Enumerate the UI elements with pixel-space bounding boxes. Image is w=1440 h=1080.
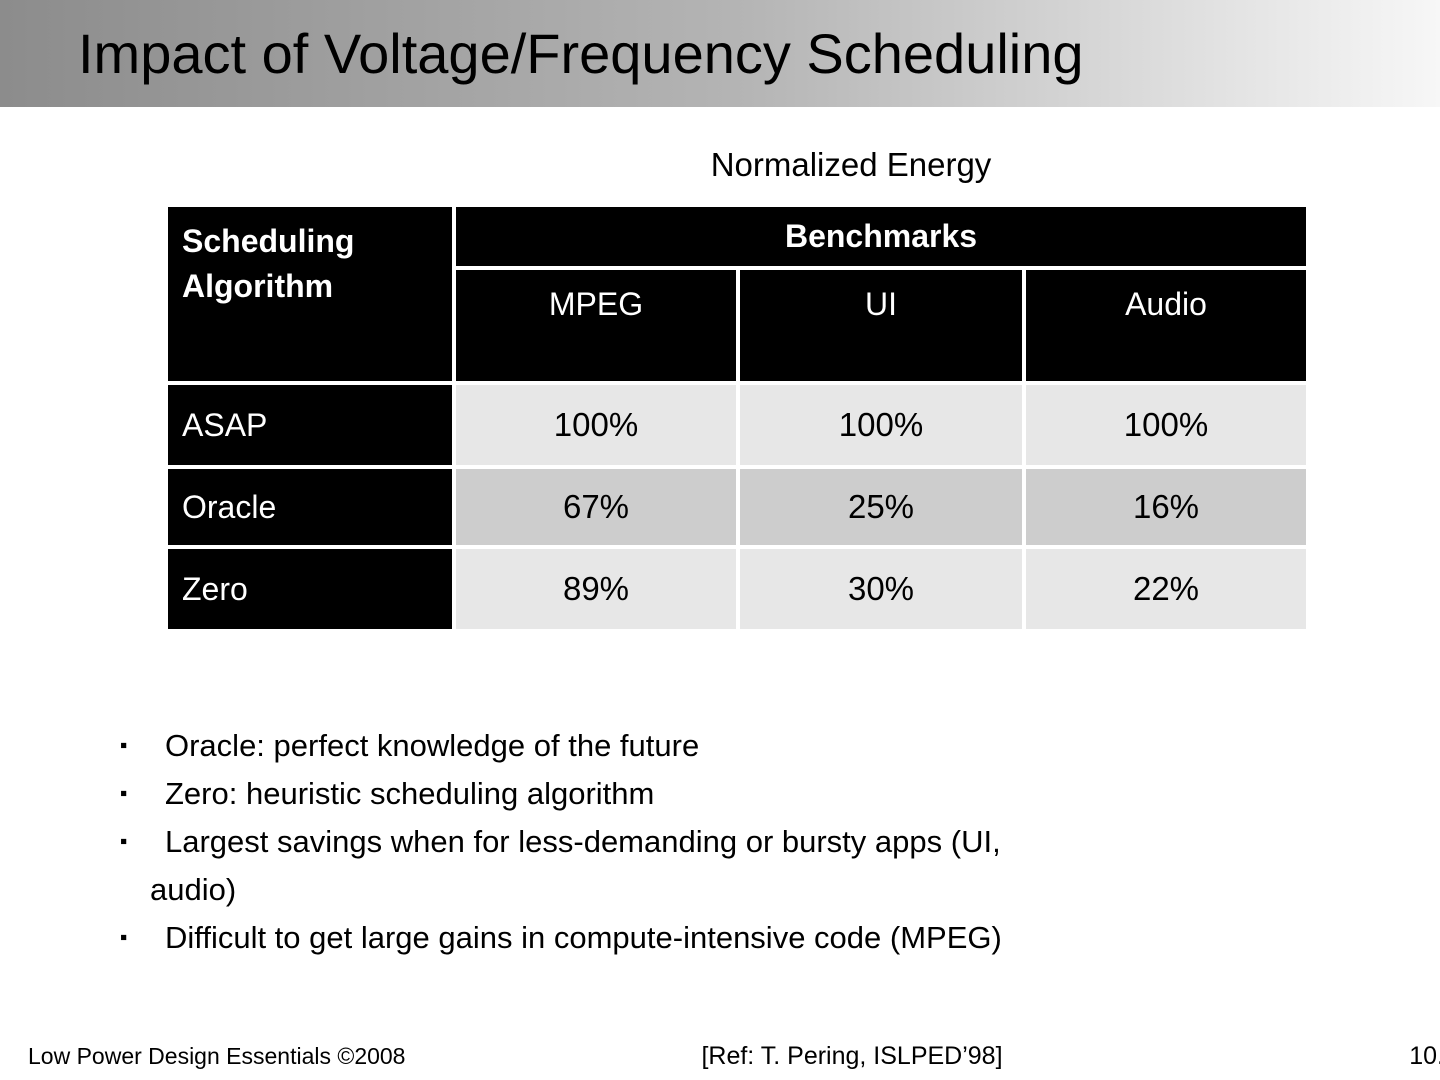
page-number: 10. — [1409, 1042, 1440, 1070]
bullet-item-zero: ▪ Zero: heuristic scheduling algorithm — [0, 770, 1330, 818]
cell-asap-mpeg: 100% — [456, 385, 736, 465]
row-label-zero: Zero — [168, 549, 452, 629]
cell-asap-audio: 100% — [1026, 385, 1306, 465]
bullet-list: ▪ Oracle: perfect knowledge of the futur… — [0, 722, 1330, 962]
bullet-item-largest-savings: ▪ Largest savings when for less-demandin… — [0, 818, 1330, 914]
slide-title: Impact of Voltage/Frequency Scheduling — [78, 22, 1084, 85]
column-header-ui: UI — [740, 270, 1022, 381]
group-header-benchmarks: Benchmarks — [456, 207, 1306, 266]
normalized-energy-table: Scheduling Algorithm Benchmarks MPEG UI … — [168, 207, 1306, 629]
bullet-square-icon: ▪ — [120, 734, 128, 757]
bullet-item-oracle: ▪ Oracle: perfect knowledge of the futur… — [0, 722, 1330, 770]
corner-header-scheduling-algorithm: Scheduling Algorithm — [168, 207, 452, 381]
bullet-item-difficult-gains: ▪ Difficult to get large gains in comput… — [0, 914, 1330, 962]
bullet-square-icon: ▪ — [120, 830, 128, 853]
cell-asap-ui: 100% — [740, 385, 1022, 465]
column-header-audio: Audio — [1026, 270, 1306, 381]
table-caption: Normalized Energy — [710, 146, 992, 183]
bullet-square-icon: ▪ — [120, 782, 128, 805]
cell-oracle-audio: 16% — [1026, 469, 1306, 545]
cell-oracle-ui: 25% — [740, 469, 1022, 545]
bullet-square-icon: ▪ — [120, 926, 128, 949]
column-header-mpeg: MPEG — [456, 270, 736, 381]
cell-oracle-mpeg: 67% — [456, 469, 736, 545]
cell-zero-mpeg: 89% — [456, 549, 736, 629]
footer-book-credit: Low Power Design Essentials ©2008 — [28, 1043, 406, 1069]
bullet-text: Largest savings when for less-demanding … — [165, 824, 1001, 859]
title-bar: Impact of Voltage/Frequency Scheduling — [0, 0, 1440, 107]
bullet-text: Difficult to get large gains in compute-… — [165, 920, 1002, 955]
cell-zero-audio: 22% — [1026, 549, 1306, 629]
bullet-text: Oracle: perfect knowledge of the future — [165, 728, 700, 763]
bullet-text: Zero: heuristic scheduling algorithm — [165, 776, 655, 811]
bullet-text-continued: audio) — [150, 872, 237, 907]
row-label-asap: ASAP — [168, 385, 452, 465]
footer-reference: [Ref: T. Pering, ISLPED’98] — [701, 1042, 1003, 1070]
cell-zero-ui: 30% — [740, 549, 1022, 629]
row-label-oracle: Oracle — [168, 469, 452, 545]
